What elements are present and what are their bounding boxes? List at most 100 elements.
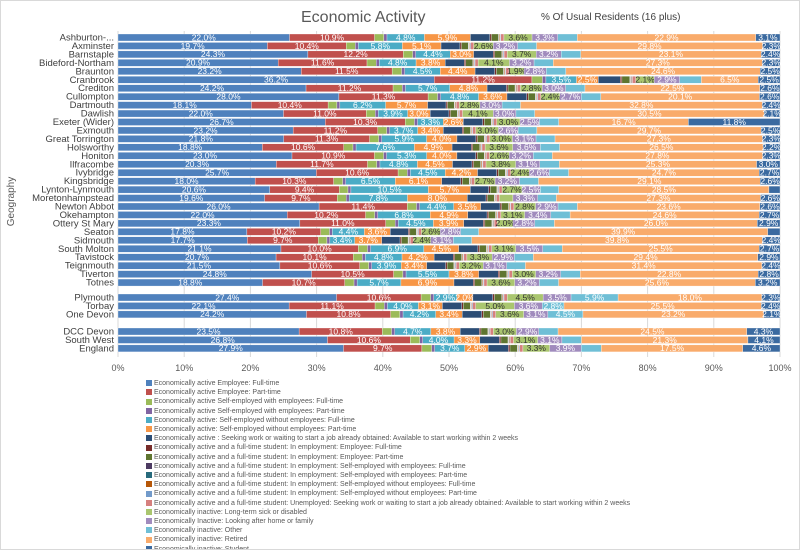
data-label: 3.8% bbox=[491, 159, 511, 169]
bar-segment bbox=[483, 278, 488, 287]
x-tick-label: 80% bbox=[639, 363, 657, 373]
bar-segment bbox=[561, 50, 581, 59]
bar-segment bbox=[761, 302, 781, 310]
x-tick-label: 70% bbox=[572, 363, 590, 373]
legend-swatch bbox=[146, 545, 152, 549]
bar-segment bbox=[410, 336, 420, 344]
legend-item: Economically active Self-employed with e… bbox=[146, 397, 630, 406]
legend-swatch bbox=[146, 444, 152, 451]
legend-label: Economically active and a full-time stud… bbox=[154, 490, 477, 498]
bar-segment bbox=[376, 160, 381, 168]
data-label: 2.4% bbox=[761, 100, 781, 110]
data-label: 2.6% bbox=[490, 151, 510, 161]
bar-segment bbox=[366, 59, 377, 67]
bar-segment bbox=[447, 101, 455, 109]
legend-item: Economically active: Self-employed witho… bbox=[146, 416, 630, 425]
data-label: 24.5% bbox=[640, 326, 665, 336]
data-label: 3.4% bbox=[528, 210, 548, 220]
data-label: 3.1% bbox=[518, 159, 538, 169]
data-label: 2.9% bbox=[537, 201, 557, 211]
bar-segment bbox=[480, 327, 489, 336]
data-label: 3.1% bbox=[485, 260, 505, 270]
data-label: 4.4% bbox=[448, 66, 468, 76]
bar-segment bbox=[460, 228, 479, 236]
data-label: 3.6% bbox=[508, 32, 528, 42]
bar-segment bbox=[477, 152, 485, 160]
category-label: Cullompton bbox=[66, 92, 114, 103]
bar-segment bbox=[506, 93, 527, 101]
bar-segment bbox=[484, 219, 493, 228]
data-label: 3.9% bbox=[377, 260, 397, 270]
bar-segment bbox=[486, 211, 489, 219]
bar-segment bbox=[445, 101, 448, 109]
legend-item: Economically inactive: Long-term sick or… bbox=[146, 508, 630, 517]
data-label: 3.1% bbox=[758, 32, 778, 42]
bar-segment bbox=[760, 194, 781, 202]
bar-segment bbox=[487, 194, 495, 202]
bar-segment bbox=[383, 152, 387, 160]
x-tick-label: 50% bbox=[440, 363, 458, 373]
bar-segment bbox=[496, 194, 500, 202]
bar-segment bbox=[337, 194, 347, 202]
data-label: 3.0% bbox=[495, 108, 515, 118]
data-label: 2.4% bbox=[761, 301, 781, 311]
data-label: 5.3% bbox=[397, 151, 417, 161]
data-label: 22.5% bbox=[660, 83, 685, 93]
data-label: 3.5% bbox=[552, 75, 572, 85]
data-label: 2.9% bbox=[494, 252, 514, 262]
legend-label: Economically active and a full-time stud… bbox=[154, 472, 468, 480]
legend-label: Economically active Self-employed with e… bbox=[154, 398, 344, 406]
bar-segment bbox=[540, 143, 560, 152]
data-label: 2.6% bbox=[760, 176, 780, 186]
legend-swatch bbox=[146, 481, 152, 488]
data-label: 4.1% bbox=[468, 108, 488, 118]
bar-segment bbox=[467, 211, 488, 219]
bar-segment bbox=[377, 126, 387, 135]
data-label: 22.9% bbox=[654, 32, 679, 42]
data-label: 3.8% bbox=[436, 326, 456, 336]
data-label: 26.0% bbox=[206, 201, 231, 211]
category-label: Teignmouth bbox=[65, 261, 114, 272]
data-label: 2.4% bbox=[762, 235, 782, 245]
data-label: 23.5% bbox=[196, 326, 221, 336]
data-label: 28.0% bbox=[216, 91, 241, 101]
legend-item: Economically active and a full-time stud… bbox=[146, 489, 630, 498]
data-label: 7.6% bbox=[376, 142, 396, 152]
data-label: 2.7% bbox=[502, 184, 522, 194]
bar-segment bbox=[365, 211, 375, 219]
bar-segment bbox=[499, 202, 502, 211]
data-label: 4.8% bbox=[450, 91, 470, 101]
bar-segment bbox=[490, 327, 494, 336]
data-label: 5.7% bbox=[369, 277, 389, 287]
bar-segment bbox=[463, 219, 484, 228]
data-label: 4.5% bbox=[432, 244, 452, 254]
data-label: 3.6% bbox=[491, 277, 511, 287]
data-label: 32.8% bbox=[629, 100, 654, 110]
data-label: 6.8% bbox=[394, 210, 414, 220]
category-label: Ottery St Mary bbox=[53, 218, 114, 229]
bar-segment bbox=[762, 236, 781, 244]
bar-segment bbox=[764, 109, 781, 118]
data-label: 17.5% bbox=[660, 343, 685, 353]
legend-swatch bbox=[146, 509, 152, 515]
data-label: 24.2% bbox=[200, 309, 225, 319]
category-label: Axminster bbox=[72, 41, 114, 52]
data-label: 10.8% bbox=[329, 326, 354, 336]
data-label: 2.1% bbox=[762, 108, 782, 118]
data-label: 2.8% bbox=[543, 301, 563, 311]
data-label: 25.5% bbox=[649, 244, 674, 254]
bar-segment bbox=[768, 185, 781, 194]
bar-segment bbox=[463, 126, 471, 135]
bar-segment bbox=[385, 219, 396, 228]
data-label: 3.7% bbox=[394, 125, 414, 135]
bar-segment bbox=[456, 135, 477, 143]
plot-area: 0% 10% 20% 30% 40% 50% 60% 70% 80% 90% 100% Ashburt… bbox=[32, 31, 792, 373]
bar-segment bbox=[461, 302, 464, 310]
bar-segment bbox=[759, 202, 781, 211]
data-label: 3.2% bbox=[758, 277, 778, 287]
data-label: 11.5% bbox=[335, 66, 359, 76]
category-label: DCC Devon bbox=[63, 327, 114, 338]
data-label: 11.2% bbox=[471, 75, 495, 85]
data-label: 24.8% bbox=[203, 269, 228, 279]
bar-segment bbox=[460, 177, 463, 185]
